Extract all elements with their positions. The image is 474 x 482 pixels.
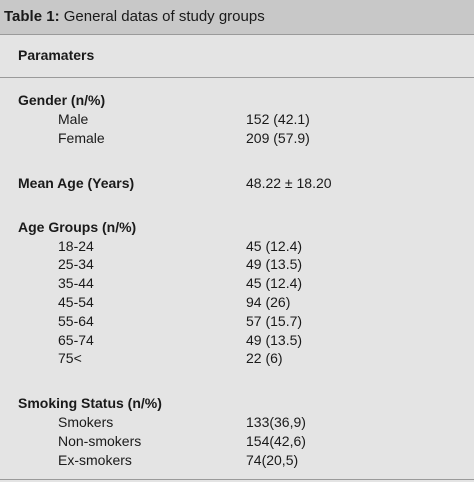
section-row-age-groups: Age Groups (n/%): [0, 219, 474, 239]
row-value: 152 (42.1): [246, 111, 310, 127]
section-label: Gender (n/%): [18, 92, 106, 108]
row-label: Non-smokers: [58, 433, 142, 449]
table-caption: Table 1: General datas of study groups: [0, 0, 474, 34]
section-label: Smoking Status (n/%): [18, 395, 162, 411]
row-label: 25-34: [58, 256, 94, 272]
row-label: Ex-smokers: [58, 452, 132, 468]
table-row: 35-44 45 (12.4): [0, 275, 474, 295]
row-value: 94 (26): [246, 294, 291, 310]
row-value: 45 (12.4): [246, 275, 303, 291]
table-row: 75< 22 (6): [0, 350, 474, 370]
table-row: Female 209 (57.9): [0, 130, 474, 150]
row-value: 45 (12.4): [246, 238, 303, 254]
column-header-parameters: Paramaters: [18, 47, 95, 63]
row-label: 18-24: [58, 238, 94, 254]
table-row: Non-smokers 154(42,6): [0, 433, 474, 453]
row-label: 55-64: [58, 313, 94, 329]
row-label: Male: [58, 111, 89, 127]
table-caption-label: Table 1:: [4, 8, 60, 25]
row-value: 49 (13.5): [246, 256, 303, 272]
row-value: 22 (6): [246, 350, 283, 366]
table-bottom-rule: [0, 479, 474, 480]
section-row-mean-age: Mean Age (Years) 48.22 ± 18.20: [0, 175, 474, 195]
table-row: 65-74 49 (13.5): [0, 332, 474, 352]
row-value: 74(20,5): [246, 452, 299, 468]
row-value: 49 (13.5): [246, 332, 303, 348]
row-label: Smokers: [58, 414, 114, 430]
row-value: 57 (15.7): [246, 313, 303, 329]
table-caption-text: General datas of study groups: [59, 8, 265, 25]
row-value: 154(42,6): [246, 433, 306, 449]
table-row: 25-34 49 (13.5): [0, 256, 474, 276]
table-row: Ex-smokers 74(20,5): [0, 452, 474, 472]
section-row-gender: Gender (n/%): [0, 92, 474, 112]
row-value: 209 (57.9): [246, 130, 310, 146]
row-value: 48.22 ± 18.20: [246, 175, 332, 191]
row-label: 75<: [58, 350, 82, 366]
table-header-row: Paramaters: [0, 34, 474, 78]
table-row: Smokers 133(36,9): [0, 414, 474, 434]
row-label: Female: [58, 130, 105, 146]
row-label: 65-74: [58, 332, 94, 348]
section-row-smoking-status: Smoking Status (n/%): [0, 395, 474, 415]
table-row: 55-64 57 (15.7): [0, 313, 474, 333]
row-label: 45-54: [58, 294, 94, 310]
table-row: 18-24 45 (12.4): [0, 238, 474, 258]
table-row: 45-54 94 (26): [0, 294, 474, 314]
row-label: 35-44: [58, 275, 94, 291]
section-label: Mean Age (Years): [18, 175, 135, 191]
row-value: 133(36,9): [246, 414, 306, 430]
table-row: Male 152 (42.1): [0, 111, 474, 131]
section-label: Age Groups (n/%): [18, 219, 137, 235]
